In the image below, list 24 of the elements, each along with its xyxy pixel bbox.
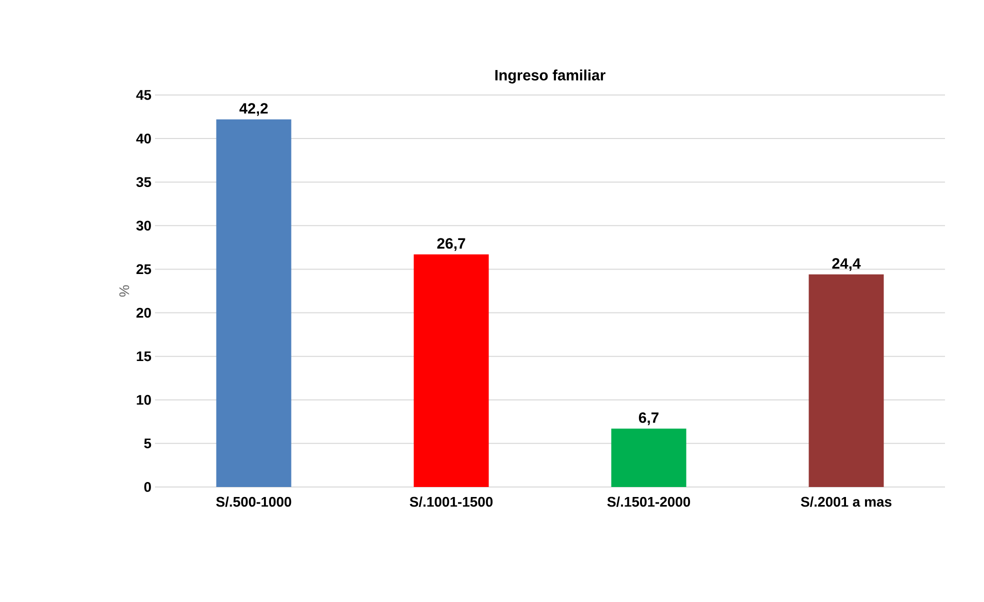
data-label: 26,7 xyxy=(437,238,466,251)
x-tick-label: S/.1001-1500 xyxy=(410,496,493,507)
y-tick-label: 10 xyxy=(136,394,151,405)
y-tick-label: 20 xyxy=(136,308,151,318)
data-label: 24,4 xyxy=(832,258,861,271)
data-label: 6,7 xyxy=(638,412,658,426)
y-tick-label: 25 xyxy=(136,264,152,274)
bar xyxy=(216,119,292,487)
data-label: 42,2 xyxy=(239,103,268,116)
bar xyxy=(611,428,686,487)
x-tick-label: S/.2001 a mas xyxy=(800,496,892,507)
y-tick-label: 15 xyxy=(136,351,152,362)
y-tick-label: 5 xyxy=(144,438,152,448)
x-tick-label: S/.500-1000 xyxy=(216,496,292,507)
x-tick-label: S/.1501-2000 xyxy=(607,496,690,507)
y-axis-title: % xyxy=(119,285,130,297)
y-tick-label: 45 xyxy=(136,90,152,100)
y-tick-label: 0 xyxy=(144,482,151,492)
chart-title: Ingreso familiar xyxy=(495,69,606,84)
bar xyxy=(414,254,489,487)
y-tick-label: 35 xyxy=(136,177,152,188)
y-tick-label: 30 xyxy=(136,220,151,231)
bar xyxy=(808,274,884,487)
y-tick-label: 40 xyxy=(136,134,151,144)
